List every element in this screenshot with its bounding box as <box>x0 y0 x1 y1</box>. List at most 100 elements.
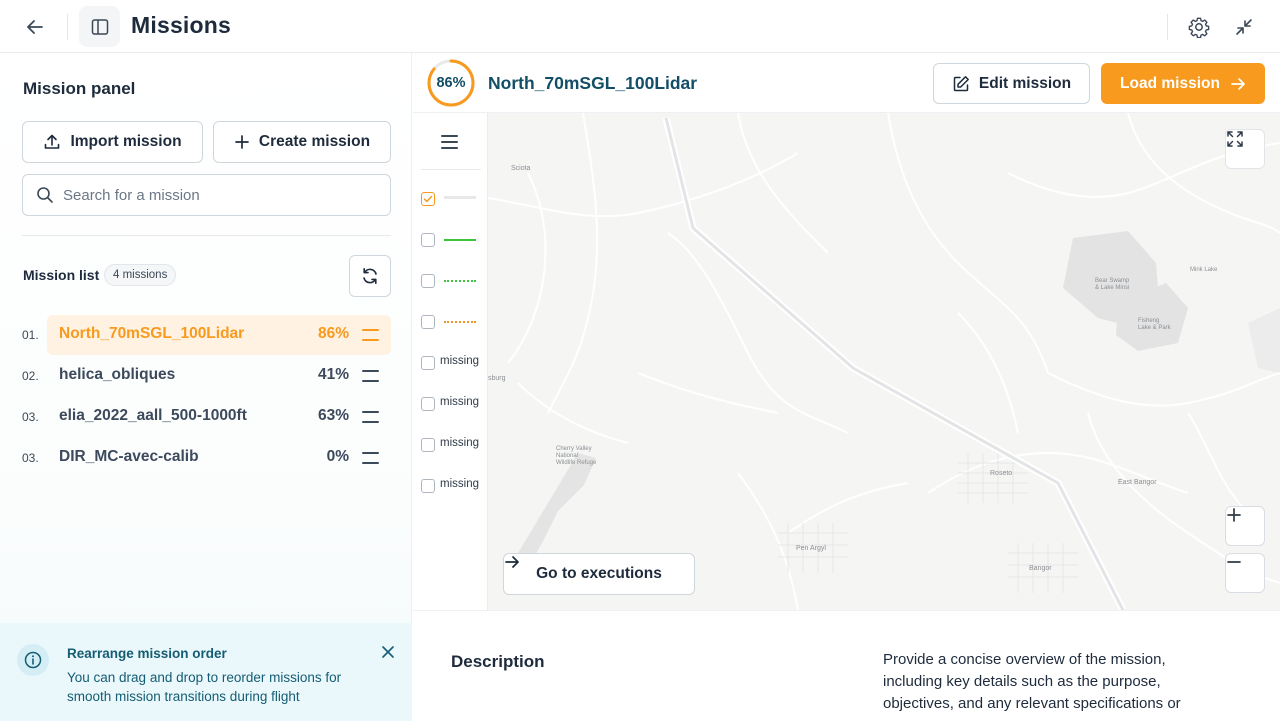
layer-checkbox[interactable] <box>421 479 435 493</box>
mission-index: 01. <box>22 328 39 342</box>
mission-item-highlight <box>47 315 391 355</box>
arrow-right-icon <box>1231 77 1245 90</box>
refresh-icon <box>363 268 377 284</box>
drag-handle-icon[interactable] <box>362 411 379 423</box>
mission-item[interactable]: 03. DIR_MC-avec-calib 0% <box>22 438 391 478</box>
back-button[interactable] <box>18 10 52 44</box>
selected-mission-name: North_70mSGL_100Lidar <box>488 73 698 93</box>
mission-name: helica_obliques <box>59 366 176 383</box>
mission-progress-label: 86% <box>436 75 466 91</box>
layer-toggle-missing[interactable]: missing <box>421 478 487 494</box>
layer-checkbox[interactable] <box>421 315 435 329</box>
layer-label: missing <box>440 355 479 367</box>
zoom-out-button[interactable] <box>1225 553 1265 593</box>
go-to-executions-button[interactable]: Go to executions <box>503 553 695 595</box>
tip-text: You can drag and drop to reorder mission… <box>67 670 342 704</box>
layer-toggle-flight-path[interactable] <box>421 191 487 207</box>
settings-button[interactable] <box>1183 11 1215 43</box>
mission-progress-ring <box>427 59 475 107</box>
layer-toggle-missing[interactable]: missing <box>421 355 487 371</box>
flight-path-swatch <box>444 196 476 199</box>
mission-index: 02. <box>22 369 39 383</box>
mission-map[interactable]: Sciota sburg Cherry Valley National Wild… <box>488 113 1280 610</box>
layer-checkbox[interactable] <box>421 233 435 247</box>
tip-title: Rearrange mission order <box>67 646 227 661</box>
mission-index: 03. <box>22 451 39 465</box>
description-text: Provide a concise overview of the missio… <box>883 651 1181 712</box>
minimize-icon <box>1236 19 1252 35</box>
top-bar: Missions <box>0 0 1280 53</box>
close-icon <box>382 646 394 658</box>
edit-mission-button[interactable]: Edit mission <box>933 63 1090 104</box>
mission-progress: 86% <box>317 325 349 342</box>
layer-checkbox[interactable] <box>421 438 435 452</box>
mission-item[interactable]: 02. helica_obliques 41% <box>22 356 391 396</box>
check-icon <box>423 195 433 203</box>
mission-item[interactable]: 01. North_70mSGL_100Lidar 86% <box>22 315 391 355</box>
load-mission-button[interactable]: Load mission <box>1101 63 1265 104</box>
mission-index: 03. <box>22 410 39 424</box>
page-title: Missions <box>131 12 232 38</box>
layers-divider <box>421 169 481 170</box>
gear-icon <box>1188 17 1210 38</box>
layer-toggle-dotted-orange[interactable] <box>421 314 487 330</box>
map-place-label: Bangor <box>1029 565 1052 572</box>
layer-checkbox[interactable] <box>421 356 435 370</box>
map-place-label: sburg <box>488 375 506 382</box>
tip-close-button[interactable] <box>378 642 398 662</box>
layer-label: missing <box>440 396 479 408</box>
layer-label: missing <box>440 478 479 490</box>
mission-list-title: Mission list <box>23 267 100 283</box>
drag-handle-icon[interactable] <box>362 329 379 341</box>
tip-banner: Rearrange mission order You can drag and… <box>0 623 412 721</box>
plus-icon <box>1227 508 1241 522</box>
dotted-orange-swatch <box>444 321 476 323</box>
mission-name: North_70mSGL_100Lidar <box>59 325 245 342</box>
layer-label: missing <box>440 437 479 449</box>
panel-toggle-button[interactable] <box>79 6 120 47</box>
import-mission-label: Import mission <box>70 133 182 150</box>
panel-divider <box>22 235 391 236</box>
drag-handle-icon[interactable] <box>362 452 379 464</box>
create-mission-label: Create mission <box>258 133 371 150</box>
upload-icon <box>45 134 60 149</box>
mission-panel: Mission panel Import mission Create miss… <box>0 53 412 721</box>
layer-toggle-missing[interactable]: missing <box>421 396 487 412</box>
solid-green-swatch <box>444 239 476 241</box>
layers-panel: missing missing missing missing <box>413 113 488 610</box>
layer-checkbox[interactable] <box>421 192 435 206</box>
layer-toggle-dotted-green[interactable] <box>421 273 487 289</box>
search-box <box>22 174 391 216</box>
arrow-left-icon <box>27 20 43 34</box>
search-icon <box>37 187 53 203</box>
map-fullscreen-button[interactable] <box>1225 129 1265 169</box>
layers-menu-icon[interactable] <box>441 135 458 149</box>
drag-handle-icon[interactable] <box>362 370 379 382</box>
layer-toggle-solid-green[interactable] <box>421 232 487 248</box>
layer-checkbox[interactable] <box>421 397 435 411</box>
search-input[interactable] <box>63 186 363 204</box>
minus-icon <box>1227 561 1241 563</box>
refresh-button[interactable] <box>349 255 391 297</box>
arrow-right-icon <box>505 556 519 568</box>
mission-progress: 0% <box>326 448 349 465</box>
map-canvas <box>488 113 1280 610</box>
collapse-button[interactable] <box>1228 11 1260 43</box>
mission-item[interactable]: 03. elia_2022_aall_500-1000ft 63% <box>22 397 391 437</box>
description-label: Description <box>451 652 545 671</box>
layer-toggle-missing[interactable]: missing <box>421 437 487 453</box>
mission-count-badge: 4 missions <box>104 264 177 286</box>
mission-name: DIR_MC-avec-calib <box>59 448 199 465</box>
layer-checkbox[interactable] <box>421 274 435 288</box>
zoom-in-button[interactable] <box>1225 506 1265 546</box>
map-place-label: Bear Swamp & Lake Minsi <box>1095 278 1130 291</box>
dotted-green-swatch <box>444 280 476 282</box>
mission-header: 86% North_70mSGL_100Lidar Edit mission L… <box>413 53 1280 113</box>
map-place-label: Cherry Valley National Wildlife Refuge <box>556 446 597 466</box>
plus-icon <box>235 135 249 149</box>
map-place-label: East Bangor <box>1118 479 1157 486</box>
map-place-label: Roseto <box>990 470 1013 477</box>
create-mission-button[interactable]: Create mission <box>213 121 391 163</box>
import-mission-button[interactable]: Import mission <box>22 121 203 163</box>
info-icon <box>17 644 49 676</box>
